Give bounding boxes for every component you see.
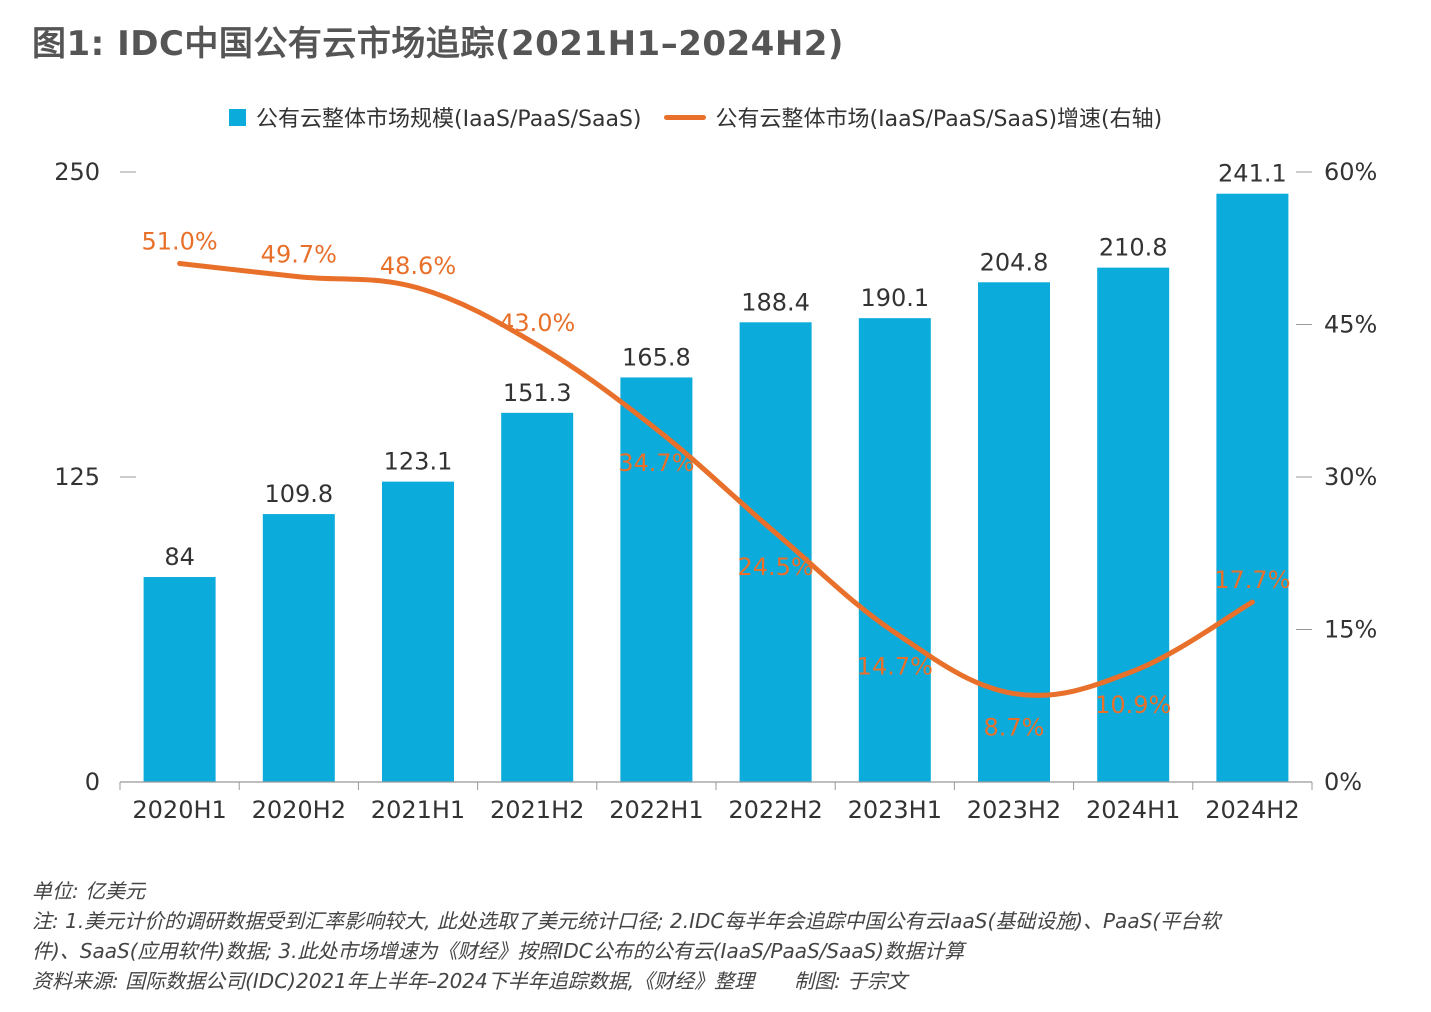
bar-value-label: 165.8 [622,343,691,371]
legend-line-swatch [663,114,706,120]
x-tick-label: 2023H1 [848,796,942,824]
chart-title: 图1: IDC中国公有云市场追踪(2021H1–2024H2) [32,24,844,64]
line-value-label: 43.0% [499,309,575,337]
bar-value-label: 123.1 [384,448,453,476]
right-tick-label: 30% [1324,463,1377,491]
left-tick-label: 125 [54,463,100,491]
bar-value-label: 109.8 [264,480,333,508]
bar [978,282,1050,782]
note-line-1: 注: 1.美元计价的调研数据受到汇率影响较大, 此处选取了美元统计口径; 2.I… [32,909,1221,933]
line-value-label: 48.6% [380,252,456,280]
bar [1097,267,1170,782]
right-tick-label: 0% [1324,768,1362,796]
bar [262,514,335,782]
bar-value-label: 190.1 [860,284,929,312]
bar-value-label: 241.1 [1218,160,1287,188]
bar [143,577,216,782]
left-tick-label: 0 [85,768,100,796]
bar-value-label: 84 [164,543,195,571]
right-tick-label: 15% [1324,616,1377,644]
legend-bar-swatch [229,108,246,126]
x-tick-label: 2022H2 [728,796,822,824]
bar-value-label: 151.3 [503,379,572,407]
line-value-label: 24.5% [737,553,813,581]
right-tick-label: 60% [1324,158,1377,186]
legend-item-line: 公有云整体市场(IaaS/PaaS/SaaS)增速(右轴) [642,101,1163,133]
note-line-2: 件)、SaaS(应用软件)数据; 3.此处市场增速为《财经》按照IDC公布的公有… [32,939,965,963]
x-tick-label: 2021H2 [490,796,584,824]
bar-value-label: 188.4 [741,288,810,316]
bar-value-label: 204.8 [980,248,1049,276]
source-line: 资料来源: 国际数据公司(IDC)2021年上半年–2024下半年追踪数据,《财… [32,966,1422,996]
growth-line [177,261,1255,698]
line-value-label: 14.7% [857,653,933,681]
line-value-label: 51.0% [141,228,217,256]
legend-line-label: 公有云整体市场(IaaS/PaaS/SaaS)增速(右轴) [715,107,1163,132]
x-tick-label: 2020H2 [252,796,346,824]
line-value-label: 49.7% [261,241,337,269]
x-tick-label: 2022H1 [609,796,703,824]
bar [858,318,931,782]
unit-note: 单位: 亿美元 [32,879,146,903]
bar [620,377,693,782]
left-tick-label: 250 [54,158,100,186]
credit-note: 制图: 于宗文 [794,969,908,993]
bar-value-label: 210.8 [1099,234,1168,262]
chart-notes: 单位: 亿美元 注: 1.美元计价的调研数据受到汇率影响较大, 此处选取了美元统… [32,876,1422,996]
legend-bar-label: 公有云整体市场规模(IaaS/PaaS/SaaS) [256,107,642,132]
line-value-label: 8.7% [984,714,1045,742]
line-value-label: 34.7% [618,449,694,477]
bar [1216,193,1289,782]
x-tick-label: 2020H1 [132,796,226,824]
line-value-label: 17.7% [1214,566,1290,594]
source-note: 资料来源: 国际数据公司(IDC)2021年上半年–2024下半年追踪数据,《财… [32,969,755,993]
x-tick-label: 2023H2 [967,796,1061,824]
legend-item-bar: 公有云整体市场规模(IaaS/PaaS/SaaS) [229,101,642,133]
x-tick-label: 2021H1 [371,796,465,824]
x-tick-label: 2024H2 [1205,796,1299,824]
bar [382,481,454,782]
right-tick-label: 45% [1324,311,1377,339]
legend: 公有云整体市场规模(IaaS/PaaS/SaaS) 公有云整体市场(IaaS/P… [229,97,1162,137]
bar [501,412,574,782]
x-tick-label: 2024H1 [1086,796,1180,824]
line-value-label: 10.9% [1095,691,1171,719]
